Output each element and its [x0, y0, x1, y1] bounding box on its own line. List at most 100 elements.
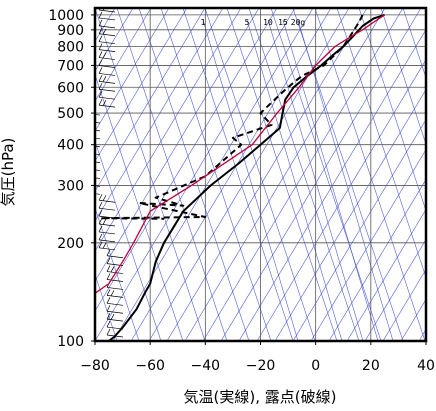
wind-barb [84, 115, 101, 124]
wind-barb [98, 209, 116, 219]
wind-barb [84, 170, 101, 179]
wind-barb-shaft [95, 153, 101, 156]
wind-barb-feather [84, 123, 87, 129]
dry-adiabat-line [204, 8, 316, 341]
wind-barb-feather [98, 67, 103, 74]
dry-adiabat-line [226, 8, 338, 341]
adiabat-line [220, 8, 422, 341]
wind-barb-shaft [95, 193, 101, 195]
mixing-ratio-label: 5 [245, 18, 250, 27]
adiabat-line [364, 238, 426, 341]
wind-barb-feather [102, 8, 105, 11]
dry-adiabat-line [402, 8, 426, 79]
wind-barb-feather [84, 155, 87, 161]
wind-barb [98, 241, 116, 251]
wind-barb-feather [84, 186, 87, 192]
y-tick-label: 100 [57, 334, 84, 350]
dry-adiabat-line [95, 206, 140, 341]
y-tick-label: 900 [57, 23, 84, 39]
wind-barb-feather [98, 98, 103, 106]
wind-barb [84, 178, 101, 187]
wind-barb-shaft [98, 231, 116, 235]
wind-barb [95, 169, 101, 171]
wind-barb [88, 148, 101, 156]
wind-barb [98, 202, 116, 211]
wind-barb-feather [98, 35, 103, 42]
series-lines [95, 13, 385, 341]
wind-barb [106, 273, 124, 282]
wind-barb [98, 98, 116, 108]
wind-barb-shaft [98, 65, 116, 68]
wind-barb-feather [84, 115, 87, 121]
wind-barb-shaft [98, 9, 116, 13]
wind-barb-shaft [98, 88, 116, 92]
wind-barb [106, 265, 124, 274]
y-tick-label: 400 [57, 138, 84, 154]
wind-barb-shaft [106, 310, 124, 314]
adiabat-line [274, 89, 426, 341]
adiabat-line [130, 8, 332, 341]
wind-barb-feather [84, 170, 87, 176]
wind-barb-shaft [95, 129, 101, 132]
adiabat-line [95, 8, 188, 162]
x-tick-label: 40 [417, 358, 435, 374]
wind-barb [84, 123, 101, 132]
wind-barb [98, 194, 116, 203]
wind-barb [84, 186, 101, 195]
wind-barb-feather [84, 131, 87, 137]
wind-barb-feather [110, 290, 115, 297]
wind-barb-feather [98, 11, 103, 19]
wind-barb-feather [98, 209, 103, 217]
x-tick-label: −40 [191, 358, 221, 374]
adiabat-line [382, 268, 426, 341]
wind-barb-feather [98, 91, 103, 98]
adiabat-line [328, 178, 426, 341]
wind-barb-shaft [95, 114, 101, 116]
wind-barb [98, 91, 116, 100]
y-tick-label: 600 [57, 80, 84, 96]
wind-barb-shaft [98, 104, 116, 108]
wind-barb-feather [98, 202, 103, 209]
wind-barb-feather [98, 194, 103, 201]
dry-adiabat-line [182, 8, 294, 341]
wind-barb-feather [98, 225, 103, 233]
wind-barb-shaft [106, 287, 124, 290]
y-axis-label: 気圧(hPa) [0, 138, 17, 207]
wind-barb-feather [106, 328, 111, 336]
wind-barb [106, 305, 124, 314]
dry-adiabat-line [336, 8, 426, 279]
wind-barb [98, 51, 116, 60]
wind-barb-feather [88, 148, 91, 154]
wind-barb-feather [98, 233, 103, 241]
wind-barb-feather [98, 83, 103, 90]
wind-barb-feather [102, 76, 107, 83]
wind-barb-feather [98, 51, 103, 58]
adiabat-line [292, 118, 426, 341]
mixing-ratio-label: 1 [201, 18, 206, 27]
y-tick-label: 800 [57, 40, 84, 56]
wind-barb [98, 59, 116, 68]
adiabat-line [95, 8, 152, 102]
adiabat-line [95, 8, 224, 222]
wind-barb [106, 297, 124, 306]
wind-barb-feather [84, 178, 87, 184]
wind-barb [98, 233, 116, 243]
wind-barb-shaft [98, 96, 116, 100]
wind-barb-shaft [95, 137, 101, 140]
adiabat-line [346, 208, 426, 341]
wind-barb-feather [102, 242, 107, 249]
x-tick-label: 20 [362, 358, 380, 374]
wind-barb-shaft [95, 161, 101, 163]
x-tick-label: −20 [246, 358, 276, 374]
x-axis-label: 気温(実線), 露点(破線) [184, 388, 337, 406]
wind-barb-feather [102, 195, 107, 201]
adiabat-line [238, 29, 426, 341]
wind-barb-feather [98, 241, 103, 248]
y-tick-label: 1000 [48, 8, 84, 24]
adiabat-line [400, 298, 426, 341]
adiabat-line [95, 8, 206, 192]
wind-barb-feather [106, 312, 111, 320]
wind-barb-feather [102, 28, 107, 35]
